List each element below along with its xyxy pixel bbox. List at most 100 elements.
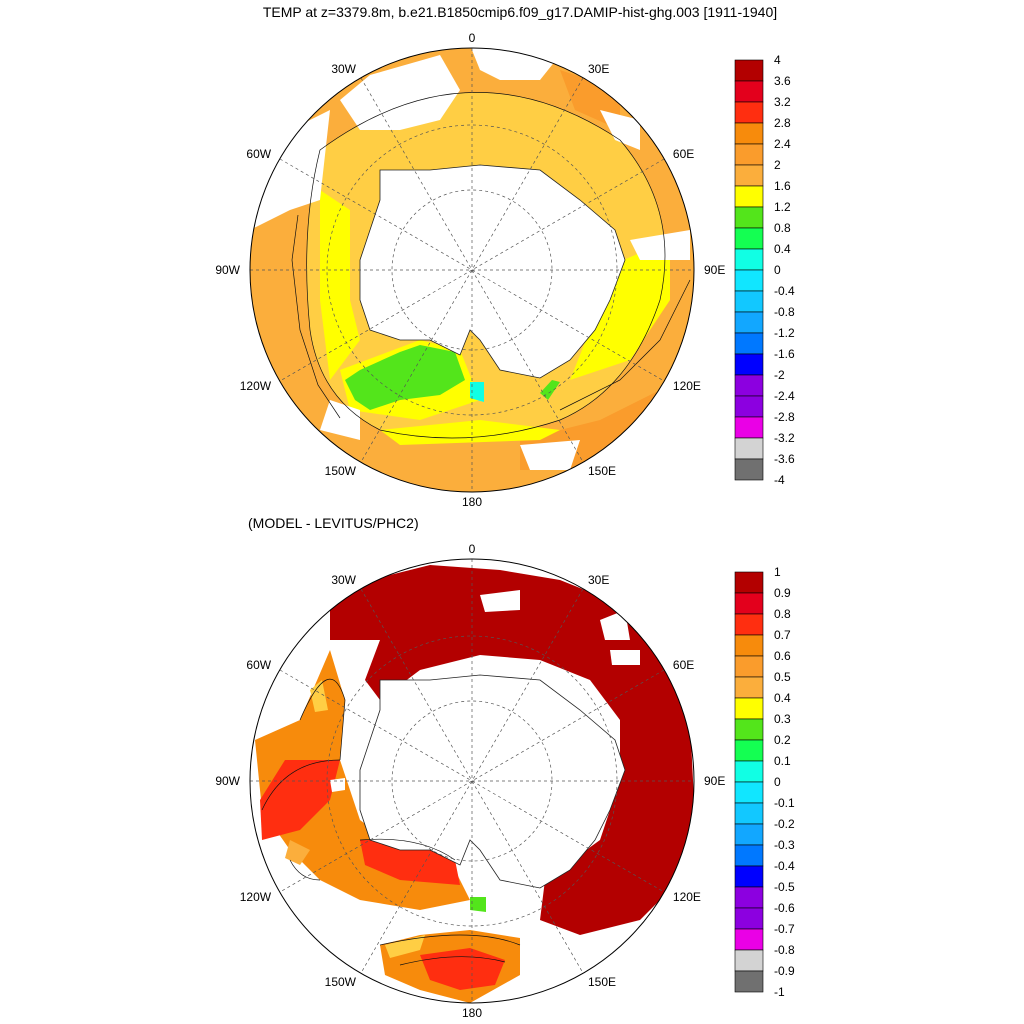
top-yellow-band-bottom <box>380 420 560 445</box>
bottom-missing-5 <box>320 900 385 945</box>
top-colorbar-box <box>734 185 764 208</box>
bottom-colorbar-box <box>734 634 764 657</box>
top-colorbar-box <box>734 227 764 250</box>
bottom-graticule <box>250 559 694 1003</box>
bottom-colorbar-box <box>734 697 764 720</box>
bottom-longitude-label: 0 <box>469 542 476 556</box>
top-colorbar-box <box>734 374 764 397</box>
bottom-colorbar-label: -0.7 <box>774 922 795 936</box>
bottom-map-border <box>249 558 695 1004</box>
top-colorbar-box <box>734 395 764 418</box>
top-colorbar-label: 0 <box>774 263 781 277</box>
bottom-colorbar-box <box>734 718 764 741</box>
bottom-colorbar-label: -0.2 <box>774 817 795 831</box>
bottom-colorbar-label: -0.1 <box>774 796 795 810</box>
bottom-colorbar-label: 0.1 <box>774 754 791 768</box>
top-antarctica <box>359 164 626 379</box>
bottom-longitude-label: 60W <box>246 658 271 672</box>
bottom-colorbar-label: 0.8 <box>774 607 791 621</box>
bottom-colorbar-box <box>734 949 764 972</box>
top-longitude-label: 30W <box>331 62 356 76</box>
top-missing-area-4 <box>600 110 640 150</box>
bottom-colorbar-label: 0.6 <box>774 649 791 663</box>
bottom-plot-title: (MODEL - LEVITUS/PHC2) <box>248 515 419 531</box>
bottom-longitude-label: 150E <box>588 975 616 989</box>
top-colorbar-label: -1.2 <box>774 326 795 340</box>
top-longitude-label: 120W <box>240 379 272 393</box>
bottom-colorbar-box <box>734 907 764 930</box>
top-longitude-label: 90E <box>704 263 725 277</box>
top-longitude-labels: 0 30E 60E 90E 120E 150E 180 150W 120W 90W 60W 30W <box>215 31 725 509</box>
bottom-colorbar-box <box>734 760 764 783</box>
top-colorbar-label: -2.8 <box>774 410 795 424</box>
bottom-yellow-patch-1 <box>310 680 328 712</box>
bottom-light-patch-1 <box>285 840 310 865</box>
top-colorbar-box <box>734 122 764 145</box>
top-colorbar-label: 1.2 <box>774 200 791 214</box>
top-missing-area-7 <box>520 440 580 470</box>
top-colorbar-box <box>734 59 764 82</box>
bottom-colorbar-box <box>734 823 764 846</box>
bottom-colorbar-box <box>734 886 764 909</box>
top-longitude-label: 180 <box>462 495 482 509</box>
bottom-colorbar-box <box>734 970 764 993</box>
bottom-longitude-labels: 0 30E 60E 90E 120E 150E 180 150W 120W 90W 60W 30W <box>215 542 725 1020</box>
bottom-colorbar-box <box>734 655 764 678</box>
top-colorbar-box <box>734 206 764 229</box>
top-colorbar-label: -3.2 <box>774 431 795 445</box>
top-colorbar: 4 3.6 3.2 2.8 2.4 2 1.6 1.2 0.8 0.4 0 -0.4 -0.8 -1.2 -… <box>734 53 795 487</box>
bottom-longitude-label: 90E <box>704 774 725 788</box>
top-colorbar-box <box>734 290 764 313</box>
top-colorbar-label: 2.4 <box>774 137 791 151</box>
top-colorbar-label: 2.8 <box>774 116 791 130</box>
top-colorbar-label: 0.4 <box>774 242 791 256</box>
bottom-colorbar-label: 0.7 <box>774 628 791 642</box>
top-longitude-label: 0 <box>469 31 476 45</box>
top-colorbar-box <box>734 353 764 376</box>
bottom-orange-region <box>255 650 470 910</box>
bottom-colorbar-box <box>734 739 764 762</box>
top-colorbar-label: 4 <box>774 53 781 67</box>
top-colorbar-label: -4 <box>774 473 785 487</box>
bottom-missing-3 <box>480 590 520 612</box>
bottom-colorbar-box <box>734 865 764 888</box>
top-colorbar-label: -2.4 <box>774 389 795 403</box>
bottom-colorbar-label: -0.9 <box>774 964 795 978</box>
top-green-patch <box>345 345 465 410</box>
top-colorbar-box <box>734 332 764 355</box>
bottom-colorbar-label: -0.5 <box>774 880 795 894</box>
top-colorbar-box <box>734 143 764 166</box>
bottom-colorbar-box <box>734 571 764 594</box>
top-contour-3 <box>559 279 691 411</box>
bottom-colorbar-label: 0.5 <box>774 670 791 684</box>
bottom-missing-2 <box>610 650 640 665</box>
bottom-antarctica <box>359 674 626 889</box>
bottom-red-patch-west <box>260 760 340 840</box>
top-colorbar-label: -0.4 <box>774 284 795 298</box>
top-longitude-label: 90W <box>215 263 240 277</box>
bottom-longitude-label: 180 <box>462 1006 482 1020</box>
top-colorbar-box <box>734 458 764 481</box>
top-cyan-patch <box>470 382 484 402</box>
bottom-green-patch <box>470 897 486 912</box>
top-longitude-label: 60W <box>246 147 271 161</box>
bottom-polar-map <box>249 558 695 1004</box>
bottom-colorbar-label: 1 <box>774 565 781 579</box>
top-contour-1 <box>306 92 666 439</box>
bottom-colorbar-box <box>734 613 764 636</box>
top-polar-map <box>249 47 695 493</box>
top-longitude-label: 150E <box>588 464 616 478</box>
bottom-longitude-label: 30W <box>331 573 356 587</box>
bottom-south-yellow <box>385 935 425 958</box>
top-longitude-label: 150W <box>325 464 357 478</box>
bottom-colorbar-label: 0.9 <box>774 586 791 600</box>
top-colorbar-box <box>734 248 764 271</box>
top-colorbar-label: 0.8 <box>774 221 791 235</box>
bottom-longitude-label: 120E <box>673 890 701 904</box>
top-yellow-band-east <box>570 240 670 380</box>
top-colorbar-label: 1.6 <box>774 179 791 193</box>
bottom-colorbar-label: -1 <box>774 985 785 999</box>
bottom-colorbar-box <box>734 676 764 699</box>
top-colorbar-box <box>734 437 764 460</box>
